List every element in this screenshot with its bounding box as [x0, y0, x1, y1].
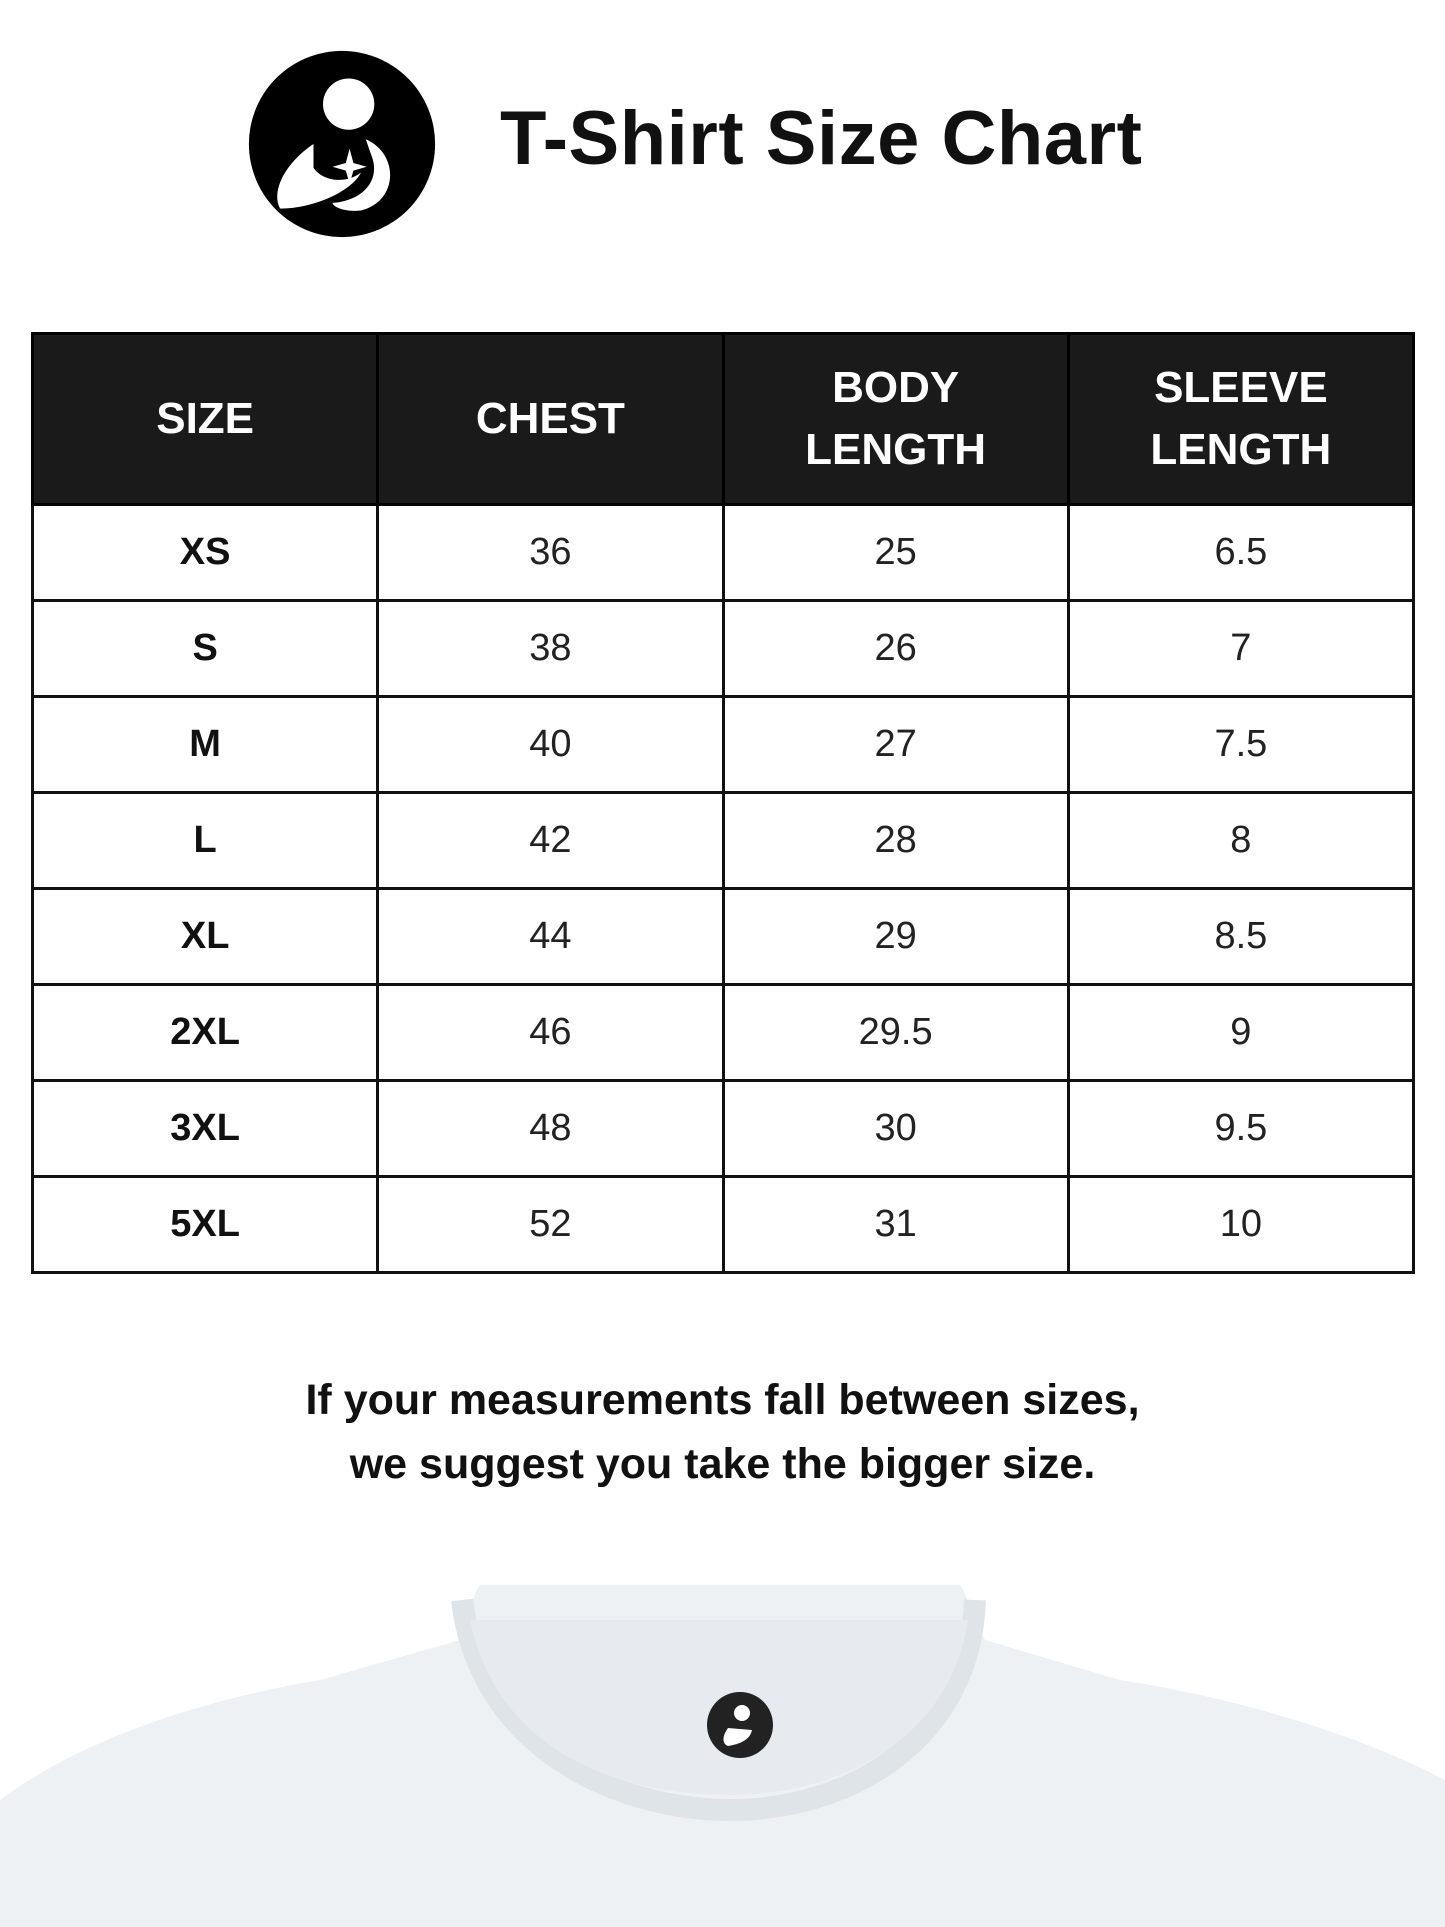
cell-sleeve-length: 10 [1066, 1175, 1416, 1274]
column-header-body-length: BODY LENGTH [721, 332, 1070, 506]
table-row: XS 36 25 6.5 [30, 503, 1416, 602]
cell-size: XS [30, 503, 380, 602]
cell-body-length: 28 [721, 791, 1070, 890]
table-row: L 42 28 8 [30, 791, 1416, 890]
header-text: LENGTH [1150, 425, 1332, 474]
table-row: M 40 27 7.5 [30, 695, 1416, 794]
table-row: S 38 26 7 [30, 599, 1416, 698]
cell-chest: 38 [376, 599, 725, 698]
cell-size: 3XL [30, 1079, 380, 1178]
cell-body-length: 29 [721, 887, 1070, 986]
cell-sleeve-length: 9.5 [1066, 1079, 1416, 1178]
cell-sleeve-length: 8.5 [1066, 887, 1416, 986]
cell-body-length: 26 [721, 599, 1070, 698]
cell-body-length: 25 [721, 503, 1070, 602]
cell-size: 2XL [30, 983, 380, 1082]
cell-sleeve-length: 7.5 [1066, 695, 1416, 794]
column-header-sleeve-length: SLEEVE LENGTH [1066, 332, 1416, 506]
header-text: BODY [832, 363, 960, 412]
cell-body-length: 30 [721, 1079, 1070, 1178]
column-header-chest: CHEST [376, 332, 725, 506]
cell-size: 5XL [30, 1175, 380, 1274]
header-text: LENGTH [805, 425, 987, 474]
cell-size: S [30, 599, 380, 698]
page-title: T-Shirt Size Chart [500, 96, 1143, 181]
cell-chest: 48 [376, 1079, 725, 1178]
cell-sleeve-length: 8 [1066, 791, 1416, 890]
cell-body-length: 27 [721, 695, 1070, 794]
tshirt-image [0, 1585, 1445, 1927]
cell-chest: 46 [376, 983, 725, 1082]
header-text: SLEEVE [1154, 363, 1328, 412]
table-row: 3XL 48 30 9.5 [30, 1079, 1416, 1178]
note-line: If your measurements fall between sizes, [305, 1376, 1140, 1424]
brand-logo-icon [248, 50, 436, 238]
cell-chest: 40 [376, 695, 725, 794]
table-header-row: SIZE CHEST BODY LENGTH SLEEVE LENGTH [30, 332, 1416, 506]
column-header-size: SIZE [30, 332, 380, 506]
cell-chest: 42 [376, 791, 725, 890]
table-row: XL 44 29 8.5 [30, 887, 1416, 986]
note-line: we suggest you take the bigger size. [349, 1440, 1096, 1488]
cell-sleeve-length: 7 [1066, 599, 1416, 698]
table-row: 2XL 46 29.5 9 [30, 983, 1416, 1082]
header-text: CHEST [475, 394, 625, 443]
size-chart-table: SIZE CHEST BODY LENGTH SLEEVE LENGTH XS 36 2… [30, 332, 1416, 1274]
cell-sleeve-length: 9 [1066, 983, 1416, 1082]
cell-sleeve-length: 6.5 [1066, 503, 1416, 602]
cell-size: M [30, 695, 380, 794]
cell-body-length: 31 [721, 1175, 1070, 1274]
cell-chest: 44 [376, 887, 725, 986]
table-row: 5XL 52 31 10 [30, 1175, 1416, 1274]
size-advice-note: If your measurements fall between sizes,… [0, 1368, 1445, 1496]
header-text: SIZE [156, 394, 255, 443]
cell-chest: 52 [376, 1175, 725, 1274]
cell-size: L [30, 791, 380, 890]
cell-size: XL [30, 887, 380, 986]
cell-chest: 36 [376, 503, 725, 602]
cell-body-length: 29.5 [721, 983, 1070, 1082]
